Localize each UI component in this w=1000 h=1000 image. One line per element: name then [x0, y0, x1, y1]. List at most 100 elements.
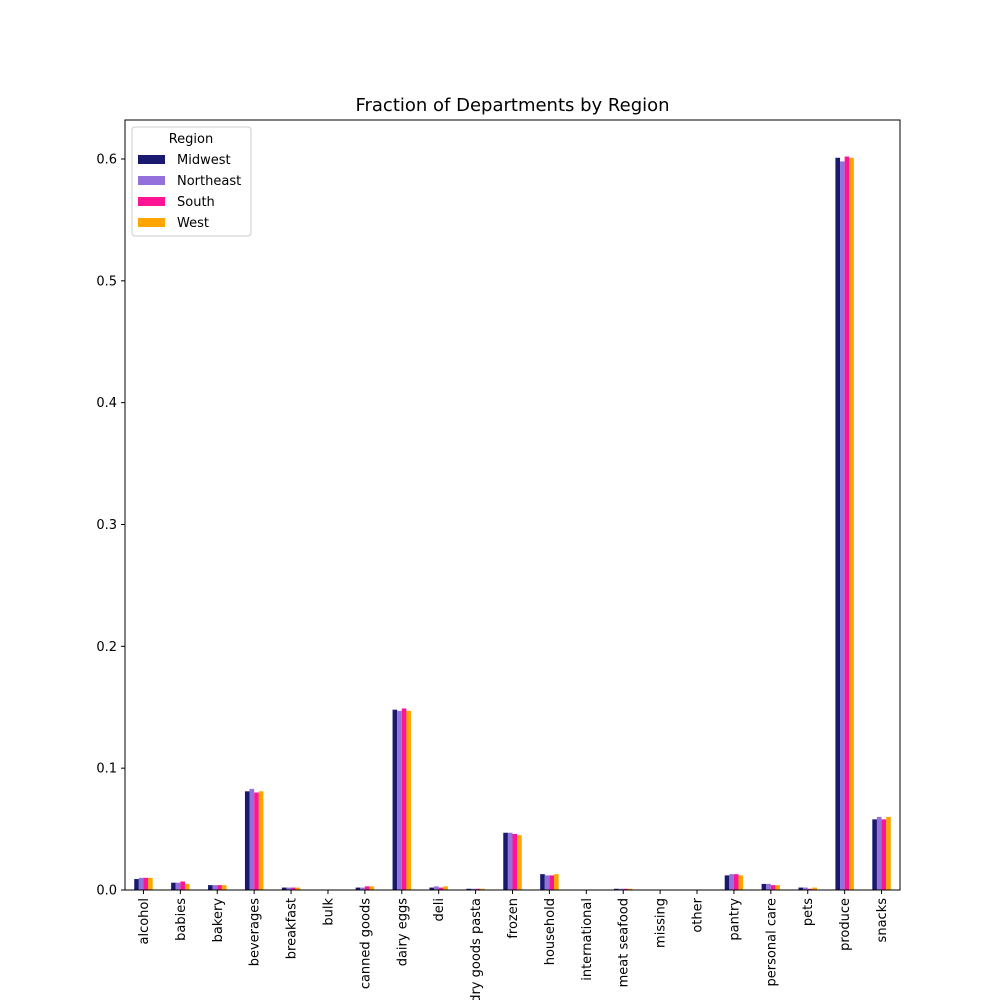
bar-midwest-household — [540, 874, 545, 890]
legend-label: Midwest — [177, 153, 231, 168]
bar-south-produce — [844, 156, 850, 891]
x-tick-label: babies — [174, 898, 189, 941]
bar-west-pets — [812, 887, 817, 890]
bar-west-babies — [184, 883, 190, 890]
bar-northeast-breakfast — [286, 887, 292, 890]
bar-northeast-meat-seafood — [618, 888, 624, 890]
bar-northeast-alcohol — [138, 877, 144, 890]
y-axis: 0.0 0.1 0.2 0.3 0.4 0.5 0.6 — [96, 152, 125, 899]
y-tick-label: 0.1 — [96, 762, 117, 777]
y-tick-label: 0.5 — [96, 274, 117, 289]
bar-northeast-produce — [840, 161, 845, 891]
x-tick-label: alcohol — [137, 898, 152, 944]
bar-west-personal-care — [775, 885, 781, 890]
bar-west-breakfast — [295, 887, 301, 890]
bar-south-snacks — [881, 819, 887, 890]
y-tick-label: 0.4 — [96, 396, 117, 411]
bar-northeast-dairy-eggs — [397, 710, 402, 890]
bar-west-pantry — [738, 875, 744, 890]
x-tick-label: other — [691, 897, 706, 932]
x-tick-label: pantry — [727, 898, 742, 941]
x-tick-label: produce — [838, 898, 853, 951]
legend-label: West — [177, 216, 209, 231]
legend-box — [131, 126, 252, 237]
bar-south-canned-goods — [364, 886, 370, 890]
bar-northeast-babies — [175, 882, 181, 890]
x-tick-label: snacks — [875, 898, 890, 943]
bar-midwest-frozen — [503, 832, 508, 890]
bar-northeast-bakery — [212, 885, 218, 890]
bar-midwest-dry-goods-pasta — [466, 888, 471, 890]
bar-midwest-beverages — [244, 791, 250, 890]
chart-title: Fraction of Departments by Region — [355, 95, 669, 116]
bar-west-dairy-eggs — [406, 710, 412, 890]
bar-midwest-snacks — [872, 819, 877, 890]
bar-west-produce — [849, 157, 854, 890]
y-tick-label: 0.3 — [96, 518, 117, 533]
x-tick-label: missing — [654, 898, 669, 948]
bar-west-deli — [443, 886, 448, 890]
bar-midwest-pantry — [724, 875, 730, 890]
bar-west-alcohol — [148, 877, 153, 890]
legend-swatch — [138, 155, 165, 164]
bar-south-breakfast — [291, 887, 296, 890]
x-tick-label: dairy eggs — [395, 898, 410, 967]
bar-northeast-household — [544, 875, 550, 890]
bar-west-frozen — [517, 835, 522, 890]
bar-west-beverages — [258, 791, 264, 890]
bar-west-meat-seafood — [627, 888, 633, 890]
bar-south-meat-seafood — [623, 888, 628, 890]
bar-west-canned-goods — [369, 886, 375, 890]
x-tick-label: breakfast — [285, 898, 300, 959]
x-tick-label: frozen — [506, 898, 521, 939]
bar-south-dry-goods-pasta — [475, 888, 481, 890]
bar-south-personal-care — [770, 885, 776, 890]
bar-northeast-frozen — [507, 832, 513, 890]
bar-northeast-snacks — [876, 816, 882, 890]
bar-midwest-personal-care — [761, 883, 767, 890]
bar-south-household — [549, 875, 555, 890]
bar-northeast-personal-care — [766, 883, 771, 890]
bars-group — [134, 156, 891, 891]
bar-midwest-bakery — [208, 885, 213, 890]
x-tick-label: deli — [432, 898, 447, 921]
bar-midwest-meat-seafood — [613, 888, 619, 890]
bar-south-frozen — [512, 833, 518, 890]
bar-midwest-babies — [171, 882, 176, 890]
bar-northeast-pantry — [729, 874, 734, 890]
x-tick-label: bulk — [321, 898, 336, 926]
bar-south-bakery — [217, 885, 222, 890]
bar-midwest-canned-goods — [355, 887, 361, 890]
bar-northeast-dry-goods-pasta — [470, 888, 476, 890]
bar-south-alcohol — [143, 877, 149, 890]
y-tick-label: 0.2 — [96, 640, 117, 655]
y-tick-label: 0.6 — [96, 152, 117, 167]
legend-swatch — [138, 218, 165, 227]
bar-midwest-alcohol — [134, 879, 139, 890]
legend-title: Region — [169, 132, 214, 147]
bar-west-bakery — [221, 885, 227, 890]
legend-items: Midwest Northeast South West — [138, 153, 241, 231]
bar-midwest-dairy-eggs — [392, 709, 398, 890]
x-tick-label: personal care — [764, 898, 779, 986]
bar-west-dry-goods-pasta — [480, 888, 485, 890]
x-tick-label: dry goods pasta — [469, 898, 484, 1000]
bar-northeast-beverages — [249, 788, 255, 890]
bar-south-dairy-eggs — [401, 708, 407, 890]
bar-midwest-deli — [429, 887, 435, 890]
bar-northeast-canned-goods — [360, 887, 365, 890]
bar-midwest-breakfast — [281, 887, 287, 890]
y-tick-label: 0.0 — [96, 884, 117, 899]
x-tick-label: bakery — [211, 898, 226, 943]
bar-northeast-pets — [803, 887, 808, 890]
legend-swatch — [138, 176, 165, 185]
bar-south-beverages — [254, 792, 259, 890]
x-axis: alcohol babies bakery beverages breakfast bul… — [137, 890, 890, 1000]
bar-northeast-deli — [434, 886, 439, 890]
x-tick-label: beverages — [248, 898, 263, 967]
bar-midwest-produce — [835, 157, 841, 890]
x-tick-label: canned goods — [358, 898, 373, 989]
bar-west-snacks — [886, 816, 891, 890]
x-tick-label: meat seafood — [617, 898, 632, 987]
